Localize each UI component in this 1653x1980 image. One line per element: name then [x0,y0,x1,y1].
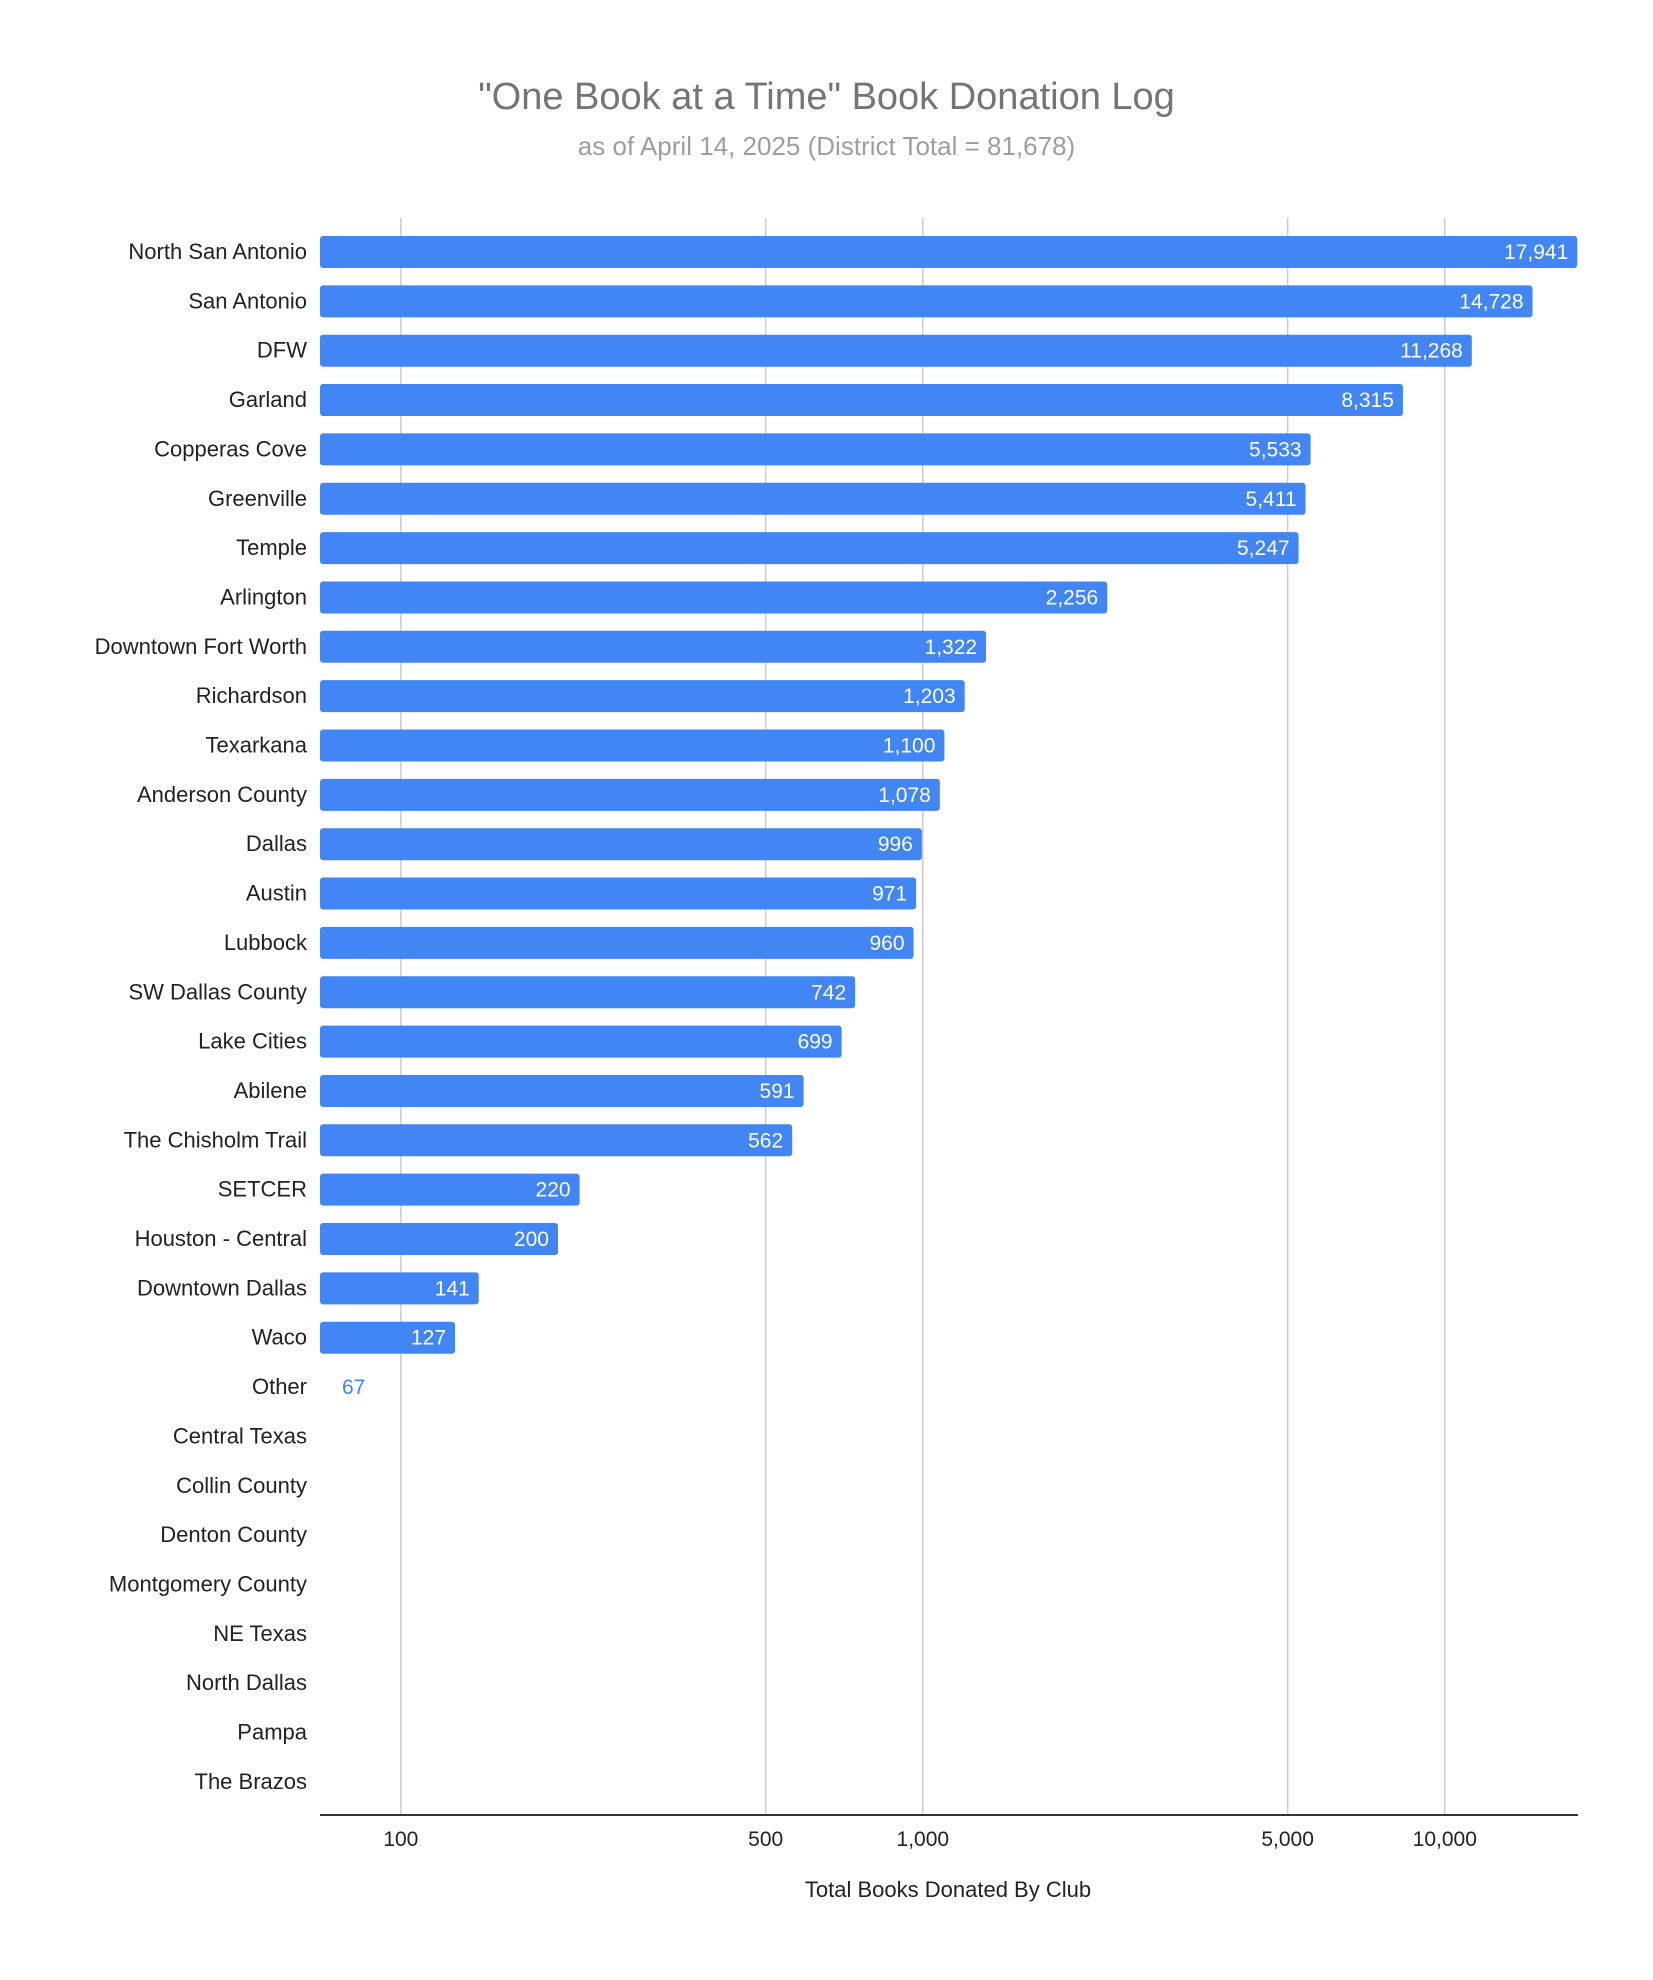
data-label: 5,247 [1237,537,1290,560]
category-label: Waco [252,1325,307,1350]
data-label: 67 [342,1376,365,1399]
x-tick-label: 500 [748,1828,783,1851]
bar [320,581,1108,614]
bar [320,285,1533,318]
bar [320,1124,793,1157]
x-tick-label: 100 [383,1828,418,1851]
data-label: 11,268 [1400,340,1463,363]
category-label: Denton County [160,1522,307,1547]
category-label: Collin County [176,1473,307,1498]
data-label: 141 [435,1277,470,1300]
x-tick-label: 5,000 [1261,1828,1314,1851]
data-label: 1,100 [883,735,936,758]
x-tick-label: 1,000 [897,1828,950,1851]
category-label: Richardson [196,683,307,708]
category-label: Lubbock [224,930,308,955]
data-label: 2,256 [1046,586,1099,609]
bar [320,828,922,861]
data-label: 1,322 [925,636,978,659]
category-label: Other [252,1374,307,1399]
bar [320,926,914,959]
category-label: Temple [236,535,307,560]
bar [320,384,1403,417]
category-label: Copperas Cove [154,436,307,461]
category-label: Texarkana [205,733,307,758]
data-label: 742 [811,981,846,1004]
data-label: 17,941 [1504,241,1568,264]
category-label: Garland [229,387,307,412]
category-label: Houston - Central [135,1226,307,1251]
bar [320,877,917,910]
category-label: DFW [257,338,307,363]
category-label: Arlington [220,584,307,609]
data-label: 5,533 [1249,438,1302,461]
bar [320,778,940,811]
data-label: 5,411 [1246,488,1297,511]
data-label: 996 [878,833,913,856]
data-label: 1,078 [878,784,931,807]
category-label: San Antonio [188,288,307,313]
data-label: 591 [760,1080,795,1103]
data-label: 562 [748,1129,783,1152]
chart-subtitle: as of April 14, 2025 (District Total = 8… [577,131,1076,161]
data-label: 200 [514,1228,549,1251]
data-label: 8,315 [1341,389,1394,412]
category-label: Greenville [208,486,307,511]
data-label: 127 [411,1327,446,1350]
bar [320,532,1299,565]
category-labels: North San Antonio San Antonio DFW Garland Co… [95,239,308,1794]
category-label: Downtown Fort Worth [95,634,307,659]
bar [320,680,965,713]
category-label: Austin [246,881,307,906]
bar [320,1223,558,1255]
category-label: North Dallas [186,1670,307,1695]
category-label: Dallas [246,831,307,856]
category-label: Montgomery County [109,1571,307,1596]
bar [320,334,1472,367]
bar [320,1321,456,1354]
bar [320,630,987,663]
category-label: SETCER [218,1177,307,1202]
x-axis: 100 500 1,000 5,000 10,000 [320,1814,1578,1851]
bars: 17,941 14,728 11,268 8,315 5,533 5,411 5,247 2,… [320,236,1578,1399]
data-label: 1,203 [903,685,956,708]
chart-title: "One Book at a Time" Book Donation Log [478,76,1175,118]
bar [320,976,856,1009]
data-label: 220 [536,1179,571,1202]
category-label: The Chisholm Trail [124,1127,307,1152]
bar [320,236,1578,268]
bar [320,482,1306,515]
category-label: Downtown Dallas [137,1275,307,1300]
category-label: Abilene [234,1078,307,1103]
x-axis-title: Total Books Donated By Club [805,1877,1091,1902]
category-label: Anderson County [137,782,307,807]
bar [320,1074,804,1107]
category-label: The Brazos [195,1769,308,1794]
x-tick-label: 10,000 [1413,1828,1477,1851]
bar [320,1173,580,1206]
bar [320,729,945,762]
data-label: 14,728 [1459,290,1523,313]
category-label: Pampa [237,1720,307,1745]
bar [320,433,1311,466]
bar [320,1025,842,1058]
category-label: North San Antonio [128,239,307,264]
data-label: 960 [870,932,905,955]
category-label: Central Texas [173,1423,307,1448]
data-label: 699 [798,1031,833,1054]
category-label: SW Dallas County [128,979,307,1004]
bar [320,1272,479,1305]
category-label: Lake Cities [198,1029,307,1054]
category-label: NE Texas [213,1621,307,1646]
data-label: 971 [872,883,907,906]
